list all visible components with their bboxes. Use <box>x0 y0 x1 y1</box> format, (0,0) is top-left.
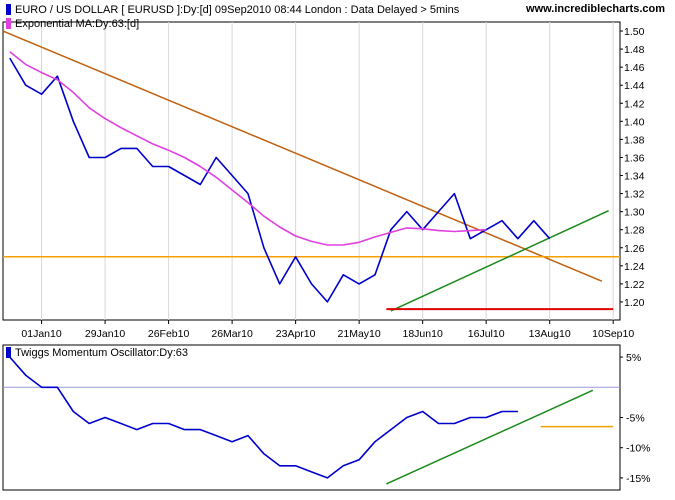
price-legend-swatch <box>6 4 11 15</box>
ema-legend-label: Exponential MA:Dy:63:[d] <box>15 18 139 30</box>
trendline-green <box>386 389 594 485</box>
y-tick-label: -15% <box>626 473 651 485</box>
momentum-legend-swatch <box>6 347 11 358</box>
y-tick-label: 1.48 <box>624 44 645 56</box>
momentum-trendlines <box>386 389 614 485</box>
date-x-axis: 01Jan10 29Jan10 26Feb10 26Mar10 23Apr10 21May… <box>21 320 634 340</box>
y-tick-label: 1.32 <box>624 189 645 201</box>
y-tick-label: 1.20 <box>624 297 645 309</box>
x-tick-label: 21May10 <box>338 328 381 340</box>
y-tick-label: 1.42 <box>624 98 645 110</box>
y-tick-label: 1.38 <box>624 134 645 146</box>
x-tick-label: 26Mar10 <box>211 328 253 340</box>
y-tick-label: 1.26 <box>624 243 645 255</box>
ema-line <box>9 51 487 246</box>
momentum-y-axis: 5% -5% -10% -15% <box>620 352 651 485</box>
price-gridlines <box>41 22 614 320</box>
y-tick-label: -5% <box>626 413 645 425</box>
trendline-brown <box>2 30 603 282</box>
momentum-line <box>9 356 518 479</box>
y-tick-label: 1.24 <box>624 261 645 273</box>
y-tick-label: 1.22 <box>624 279 645 291</box>
y-tick-label: -10% <box>626 443 651 455</box>
x-tick-label: 23Apr10 <box>276 328 316 340</box>
momentum-panel <box>2 344 621 491</box>
price-series <box>9 51 551 303</box>
y-tick-label: 1.34 <box>624 171 645 183</box>
y-tick-label: 1.40 <box>624 116 645 128</box>
price-line <box>9 57 551 303</box>
y-tick-label: 1.30 <box>624 207 645 219</box>
site-label: www.incrediblecharts.com <box>525 3 665 15</box>
x-tick-label: 18Jun10 <box>403 328 443 340</box>
price-y-axis: 1.20 1.22 1.24 1.26 1.28 1.30 1.32 1.34 1.36 1.38… <box>620 26 645 309</box>
x-tick-label: 16Jul10 <box>468 328 505 340</box>
y-tick-label: 1.28 <box>624 225 645 237</box>
y-tick-label: 1.44 <box>624 80 645 92</box>
trendline-green <box>390 210 609 312</box>
price-panel <box>2 21 621 321</box>
momentum-legend-label: Twiggs Momentum Oscillator:Dy:63 <box>15 347 188 359</box>
x-tick-label: 29Jan10 <box>85 328 125 340</box>
y-tick-label: 1.46 <box>624 62 645 74</box>
price-legend-label: EURO / US DOLLAR [ EURUSD ]:Dy:[d] 09Sep… <box>15 4 460 16</box>
x-tick-label: 01Jan10 <box>21 328 61 340</box>
x-tick-label: 13Aug10 <box>529 328 571 340</box>
momentum-series <box>9 356 518 479</box>
y-tick-label: 1.36 <box>624 152 645 164</box>
x-tick-label: 26Feb10 <box>148 328 190 340</box>
y-tick-label: 1.50 <box>624 26 645 38</box>
ema-legend-swatch <box>6 18 11 29</box>
y-tick-label: 5% <box>626 352 641 364</box>
x-tick-label: 10Sep10 <box>592 328 634 340</box>
price-trendlines <box>2 30 620 312</box>
